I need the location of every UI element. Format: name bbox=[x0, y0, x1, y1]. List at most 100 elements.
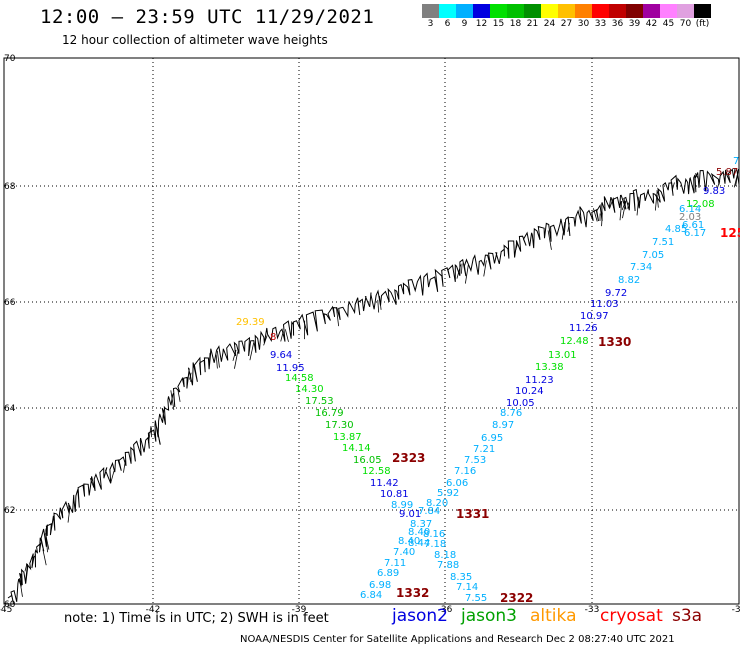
color-swatch bbox=[473, 4, 490, 18]
fjord-stroke bbox=[514, 243, 519, 254]
fjord-stroke bbox=[627, 202, 630, 209]
color-scale-label: 15 bbox=[492, 19, 505, 29]
color-scale-label: 42 bbox=[645, 19, 658, 29]
credit-line: NOAA/NESDIS Center for Satellite Applica… bbox=[240, 634, 675, 645]
color-scale-label: 45 bbox=[662, 19, 675, 29]
lat-lon-grid bbox=[4, 58, 739, 604]
fjord-stroke bbox=[19, 578, 23, 597]
fjord-stroke bbox=[156, 426, 161, 445]
track-value: 5.92 bbox=[437, 488, 459, 499]
fjord-stroke bbox=[280, 331, 284, 342]
edge-value: 8 bbox=[270, 332, 276, 343]
fjord-stroke bbox=[216, 350, 220, 368]
fjord-stroke bbox=[638, 197, 641, 206]
fjord-stroke bbox=[619, 201, 623, 221]
fjord-stroke bbox=[622, 200, 627, 219]
track-value: 8.44 bbox=[408, 538, 430, 549]
greenland-coastline bbox=[7, 168, 740, 604]
lon-tick-label: -30 bbox=[732, 605, 740, 615]
track-value: 8.99 bbox=[391, 500, 413, 511]
track-values: 9.83 12.086.142.034.856.616.17 7.51 7.057.3… bbox=[236, 156, 740, 605]
fjord-stroke bbox=[619, 201, 622, 209]
fjord-stroke bbox=[377, 299, 380, 313]
track-value: 8.76 bbox=[500, 408, 522, 419]
fjord-stroke bbox=[189, 372, 192, 380]
track-value: 8.18 bbox=[434, 550, 456, 561]
track-value: 11.23 bbox=[525, 375, 554, 386]
track-value: 7.51 bbox=[652, 237, 674, 248]
track-value: 7.14 bbox=[456, 582, 478, 593]
track-value: 10.05 bbox=[506, 398, 535, 409]
lon-tick-label: -42 bbox=[146, 605, 161, 615]
track-time-label: 2323 bbox=[392, 451, 425, 465]
color-scale-label: 70 bbox=[679, 19, 692, 29]
track-value: 11.42 bbox=[370, 478, 399, 489]
fjord-stroke bbox=[89, 478, 95, 488]
map-frame bbox=[3, 57, 740, 605]
track-value: 12.48 bbox=[560, 336, 589, 347]
legend-s3a: s3a bbox=[672, 606, 703, 626]
track-value: 8.82 bbox=[618, 275, 640, 286]
color-swatch bbox=[660, 4, 677, 18]
track-value: 6.95 bbox=[481, 433, 503, 444]
track-value: 8.16 bbox=[423, 529, 445, 540]
track-value: 7.16 bbox=[454, 466, 476, 477]
fjord-stroke bbox=[249, 342, 255, 361]
fjord-stroke bbox=[456, 264, 462, 279]
color-swatch bbox=[626, 4, 643, 18]
color-scale-label: (ft) bbox=[695, 19, 710, 29]
color-scale-label: 27 bbox=[560, 19, 573, 29]
track-value: 14.30 bbox=[295, 384, 324, 395]
track-value: 17.53 bbox=[305, 396, 334, 407]
track-value: 9.64 bbox=[270, 350, 292, 361]
track-value: 7.53 bbox=[464, 455, 486, 466]
fjord-stroke bbox=[671, 182, 675, 191]
fjord-stroke bbox=[464, 264, 469, 284]
track-value: 8.97 bbox=[492, 420, 514, 431]
color-swatch bbox=[558, 4, 575, 18]
track-value: 6.06 bbox=[446, 478, 468, 489]
fjord-stroke bbox=[379, 295, 382, 310]
track-value: 13.87 bbox=[333, 432, 362, 443]
fjord-stroke bbox=[335, 307, 340, 327]
legend-jason3: jason3 bbox=[461, 606, 517, 626]
fjord-stroke bbox=[24, 563, 28, 572]
track-value: 13.38 bbox=[535, 362, 564, 373]
fjord-stroke bbox=[148, 426, 152, 443]
color-swatch bbox=[575, 4, 592, 18]
color-swatch bbox=[694, 4, 711, 18]
fjord-stroke bbox=[208, 352, 211, 367]
fjord-stroke bbox=[110, 470, 115, 484]
track-value: 9.72 bbox=[605, 288, 627, 299]
color-swatch bbox=[490, 4, 507, 18]
lat-tick-label: 68 bbox=[4, 182, 16, 192]
track-value: 7.05 bbox=[642, 250, 664, 261]
axis-ticks: -45 -42 -39 -36 -33 -30 70 68 66 64 62 60 bbox=[0, 54, 740, 615]
fjord-stroke bbox=[547, 230, 552, 250]
fjord-stroke bbox=[215, 354, 218, 369]
lat-tick-label: 60 bbox=[4, 600, 16, 610]
track-value: 7.21 bbox=[473, 444, 495, 455]
fjord-stroke bbox=[42, 549, 47, 566]
lon-tick-label: -33 bbox=[585, 605, 600, 615]
fjord-stroke bbox=[567, 222, 570, 232]
fjord-stroke bbox=[656, 194, 659, 208]
fjord-stroke bbox=[67, 505, 71, 523]
fjord-stroke bbox=[45, 533, 50, 550]
color-scale-label: 6 bbox=[444, 19, 451, 29]
color-scale-label: 36 bbox=[611, 19, 624, 29]
legend-altika: altika bbox=[530, 606, 577, 626]
track-value: 11.03 bbox=[590, 299, 619, 310]
lat-tick-label: 66 bbox=[4, 298, 16, 308]
fjord-stroke bbox=[694, 173, 699, 180]
lon-tick-label: -39 bbox=[292, 605, 307, 615]
track-value: 11.26 bbox=[569, 323, 598, 334]
fjord-stroke bbox=[609, 197, 614, 209]
color-swatch bbox=[507, 4, 524, 18]
track-value: 16.05 bbox=[353, 455, 382, 466]
fjord-stroke bbox=[561, 221, 566, 240]
color-scale-label: 39 bbox=[628, 19, 641, 29]
track-value: 7.88 bbox=[437, 560, 459, 571]
track-value: 12.08 bbox=[686, 199, 715, 210]
track-value: 9.83 bbox=[703, 186, 725, 197]
